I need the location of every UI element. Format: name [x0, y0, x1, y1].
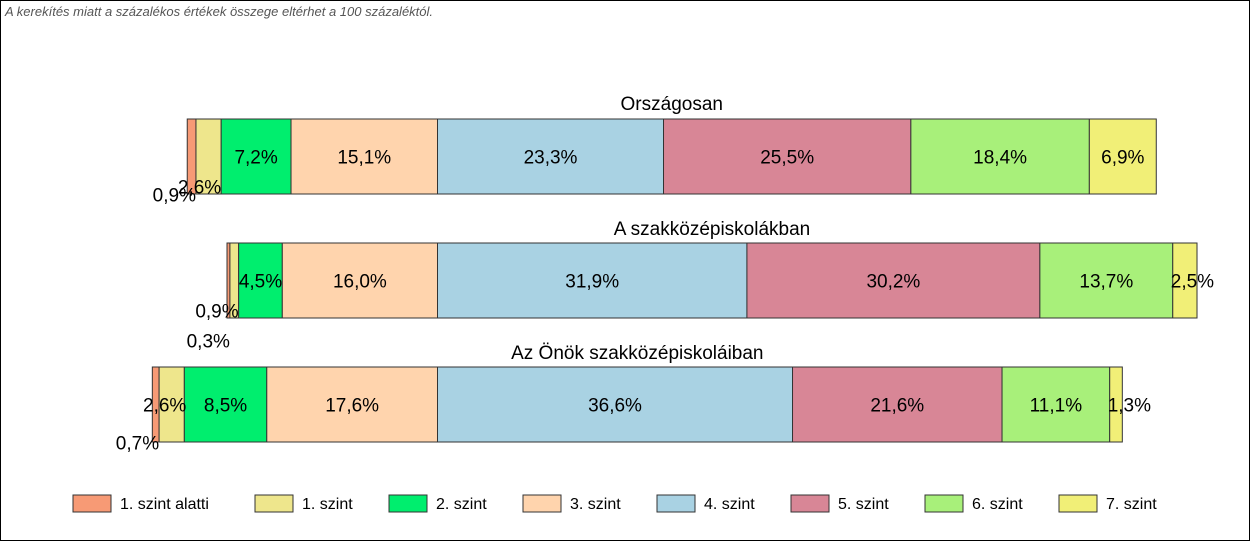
- data-label: 0,3%: [187, 332, 230, 353]
- bar-segment: [437, 242, 748, 319]
- legend-label: 5. szint: [838, 496, 889, 513]
- data-label: 13,7%: [1079, 272, 1133, 293]
- bar-title: Országosan: [621, 94, 723, 115]
- data-label: 2,5%: [1171, 272, 1214, 293]
- rounding-note: A kerekítés miatt a százalékos értékek ö…: [5, 4, 434, 19]
- bar-segment: [1088, 118, 1157, 195]
- legend-swatch: [656, 494, 696, 513]
- bar-segment: [158, 366, 185, 443]
- legend-swatch: [388, 494, 428, 513]
- data-label: 23,3%: [524, 148, 578, 169]
- legend-swatch: [72, 494, 112, 513]
- bar-segment: [792, 366, 1003, 443]
- bar-segment: [183, 366, 268, 443]
- bar-segment: [290, 118, 438, 195]
- bar-segment: [1001, 366, 1111, 443]
- data-label: 15,1%: [337, 148, 391, 169]
- data-label: 21,6%: [870, 396, 924, 417]
- bar-title: A szakközépiskolákban: [614, 219, 810, 240]
- bar-segment: [1172, 242, 1198, 319]
- bar-segment: [437, 366, 794, 443]
- data-label: 0,9%: [195, 302, 238, 323]
- legend-label: 3. szint: [570, 496, 621, 513]
- legend-label: 2. szint: [436, 496, 487, 513]
- legend-label: 7. szint: [1106, 496, 1157, 513]
- data-label: 2,6%: [143, 396, 186, 417]
- data-label: 4,5%: [239, 272, 282, 293]
- data-label: 36,6%: [588, 396, 642, 417]
- data-label: 16,0%: [333, 272, 387, 293]
- data-label: 2,6%: [178, 178, 221, 199]
- data-label: 7,2%: [234, 148, 277, 169]
- bar-segment: [266, 366, 438, 443]
- legend-swatch: [522, 494, 562, 513]
- bar-segment: [220, 118, 292, 195]
- legend-label: 1. szint alatti: [120, 496, 209, 513]
- bar-segment: [1039, 242, 1174, 319]
- legend-label: 1. szint: [302, 496, 353, 513]
- data-label: 30,2%: [866, 272, 920, 293]
- legend-swatch: [254, 494, 294, 513]
- data-label: 18,4%: [973, 148, 1027, 169]
- bar-title: Az Önök szakközépiskoláiban: [511, 343, 763, 364]
- data-label: 0,7%: [116, 434, 159, 455]
- bar-segment: [437, 118, 665, 195]
- data-label: 6,9%: [1101, 148, 1144, 169]
- data-label: 8,5%: [204, 396, 247, 417]
- data-label: 1,3%: [1108, 396, 1151, 417]
- legend-label: 4. szint: [704, 496, 755, 513]
- legend-swatch: [924, 494, 964, 513]
- legend-swatch: [1058, 494, 1098, 513]
- bar-segment: [238, 242, 283, 319]
- bar-segment: [1109, 366, 1123, 443]
- bar-segment: [910, 118, 1090, 195]
- data-label: 25,5%: [760, 148, 814, 169]
- legend-label: 6. szint: [972, 496, 1023, 513]
- bar-segment: [746, 242, 1041, 319]
- bar-segment: [663, 118, 912, 195]
- legend-swatch: [790, 494, 830, 513]
- data-label: 11,1%: [1030, 396, 1083, 417]
- data-label: 31,9%: [565, 272, 619, 293]
- bar-segment: [281, 242, 438, 319]
- data-label: 17,6%: [325, 396, 379, 417]
- data-label: 0,9%: [153, 186, 196, 207]
